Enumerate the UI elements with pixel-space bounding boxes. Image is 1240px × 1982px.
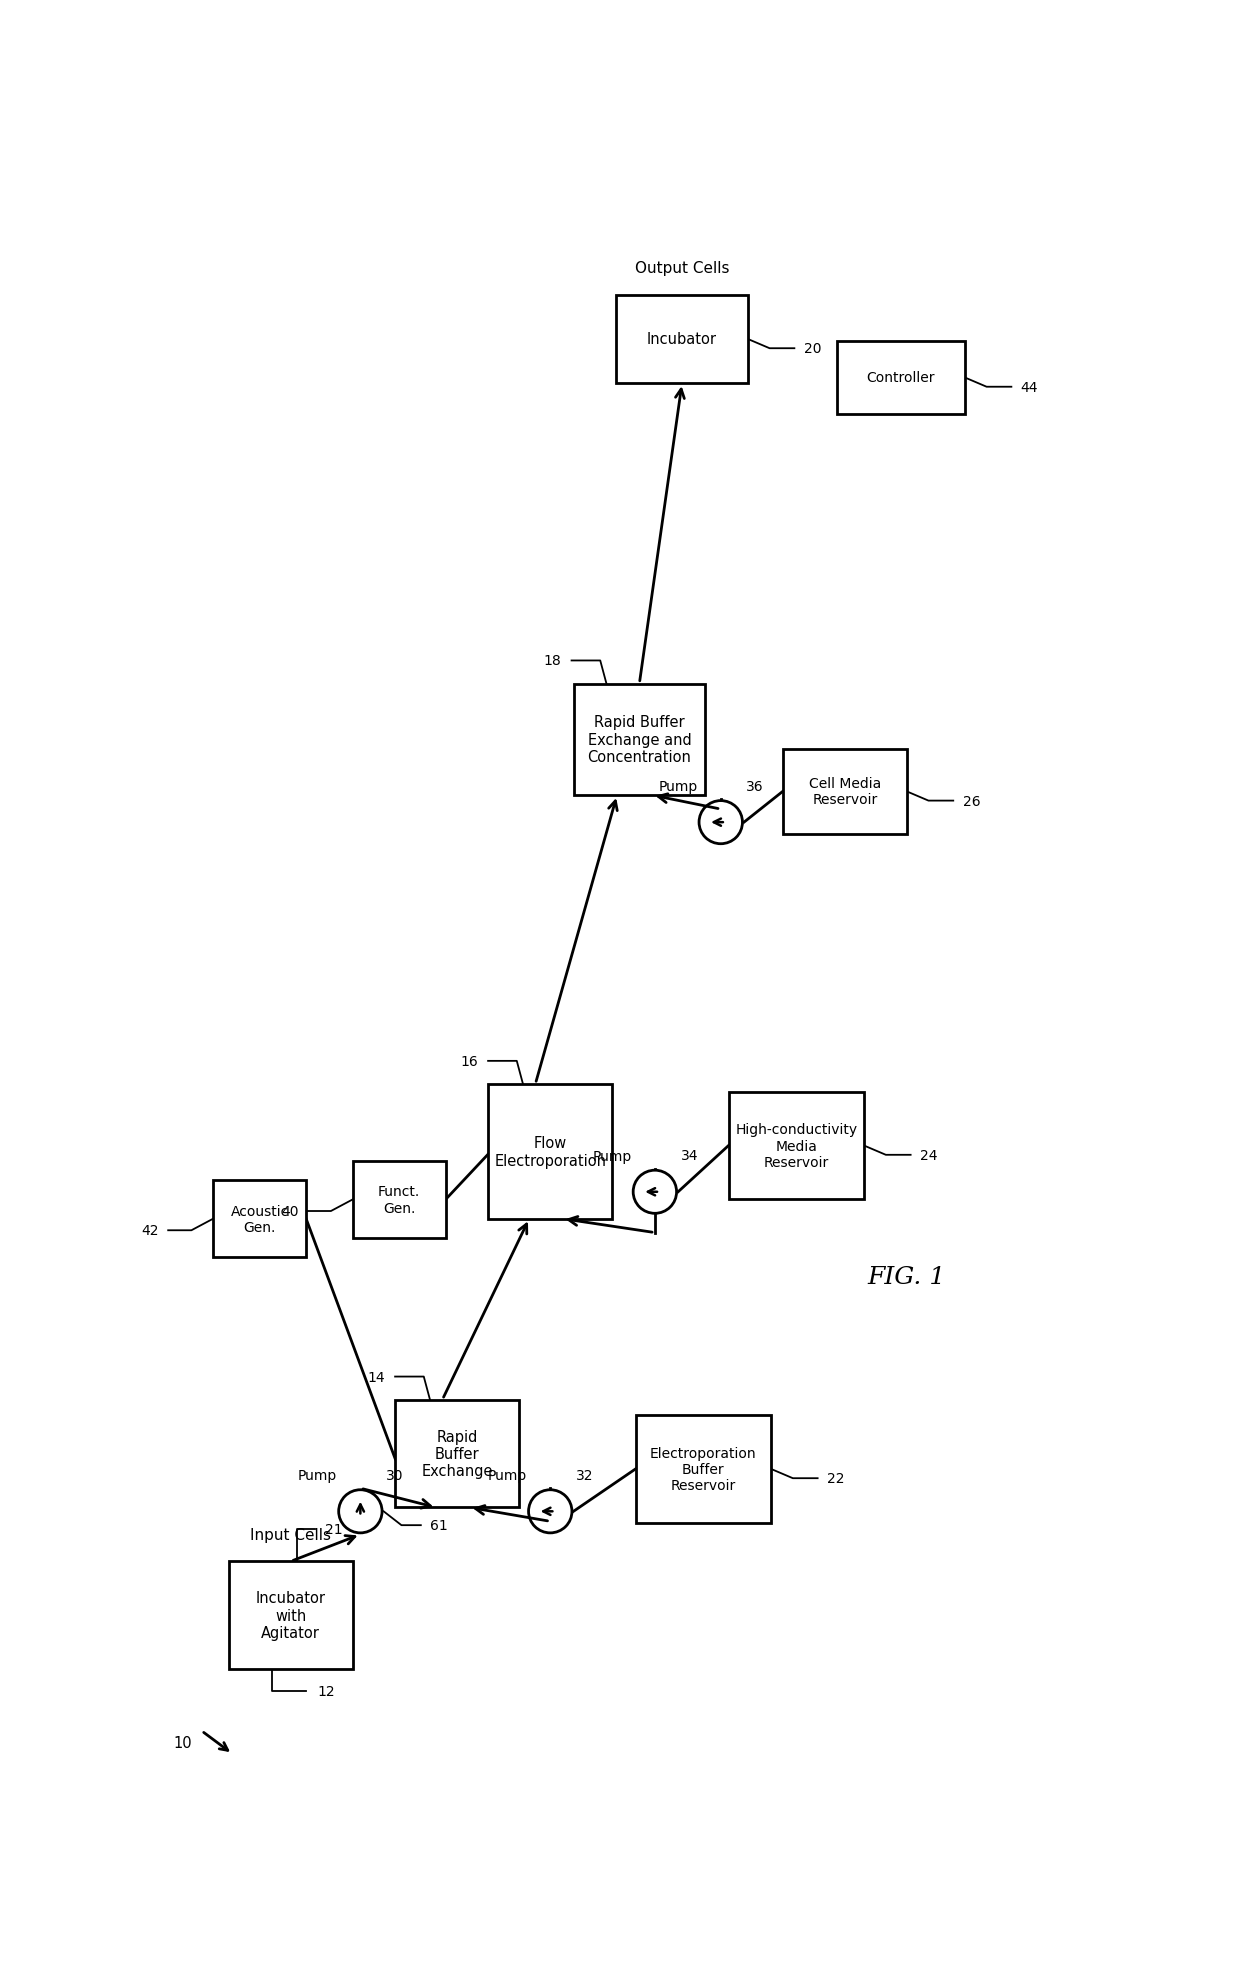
Text: Incubator
with
Agitator: Incubator with Agitator <box>255 1592 326 1641</box>
Text: Funct.
Gen.: Funct. Gen. <box>378 1185 420 1215</box>
Text: 26: 26 <box>962 795 980 809</box>
Text: 42: 42 <box>141 1223 159 1237</box>
Text: Incubator: Incubator <box>647 333 717 347</box>
Text: 18: 18 <box>543 654 562 668</box>
Text: 16: 16 <box>460 1054 479 1068</box>
Text: 36: 36 <box>746 779 764 793</box>
Bar <box>228 1562 352 1669</box>
Circle shape <box>699 801 743 844</box>
Text: 10: 10 <box>174 1734 192 1750</box>
Bar <box>573 684 706 797</box>
Text: Controller: Controller <box>867 371 935 385</box>
Circle shape <box>528 1490 572 1534</box>
Text: 24: 24 <box>920 1148 937 1161</box>
Bar <box>396 1399 520 1508</box>
Text: Rapid Buffer
Exchange and
Concentration: Rapid Buffer Exchange and Concentration <box>588 716 692 765</box>
Text: 14: 14 <box>367 1370 384 1383</box>
Bar <box>837 341 965 414</box>
Text: 40: 40 <box>281 1205 299 1219</box>
Text: 61: 61 <box>430 1518 448 1532</box>
Text: Input Cells: Input Cells <box>250 1528 331 1542</box>
Text: Pump: Pump <box>593 1150 631 1163</box>
Text: FIG. 1: FIG. 1 <box>868 1265 946 1288</box>
Bar <box>489 1084 613 1219</box>
Bar <box>213 1181 306 1257</box>
Text: 30: 30 <box>386 1469 403 1483</box>
Text: Pump: Pump <box>658 779 697 793</box>
Circle shape <box>339 1490 382 1534</box>
Bar <box>729 1092 864 1199</box>
Text: 21: 21 <box>325 1522 342 1536</box>
Text: Output Cells: Output Cells <box>635 262 729 275</box>
Text: 22: 22 <box>827 1471 844 1485</box>
Text: 34: 34 <box>681 1150 698 1163</box>
Text: Acoustic
Gen.: Acoustic Gen. <box>231 1203 289 1235</box>
Bar <box>616 295 748 385</box>
Circle shape <box>634 1171 677 1213</box>
Text: Pump: Pump <box>487 1469 527 1483</box>
Text: 20: 20 <box>804 343 821 357</box>
Bar <box>782 749 906 834</box>
Text: 12: 12 <box>317 1685 335 1699</box>
Bar <box>635 1415 771 1522</box>
Text: Pump: Pump <box>298 1469 337 1483</box>
Bar <box>352 1161 445 1239</box>
Text: Flow
Electroporation: Flow Electroporation <box>495 1136 606 1167</box>
Text: 44: 44 <box>1021 381 1038 394</box>
Text: 32: 32 <box>575 1469 593 1483</box>
Text: Rapid
Buffer
Exchange: Rapid Buffer Exchange <box>422 1429 494 1479</box>
Text: High-conductivity
Media
Reservoir: High-conductivity Media Reservoir <box>735 1122 857 1169</box>
Text: Cell Media
Reservoir: Cell Media Reservoir <box>808 777 880 807</box>
Text: Electroporation
Buffer
Reservoir: Electroporation Buffer Reservoir <box>650 1447 756 1492</box>
